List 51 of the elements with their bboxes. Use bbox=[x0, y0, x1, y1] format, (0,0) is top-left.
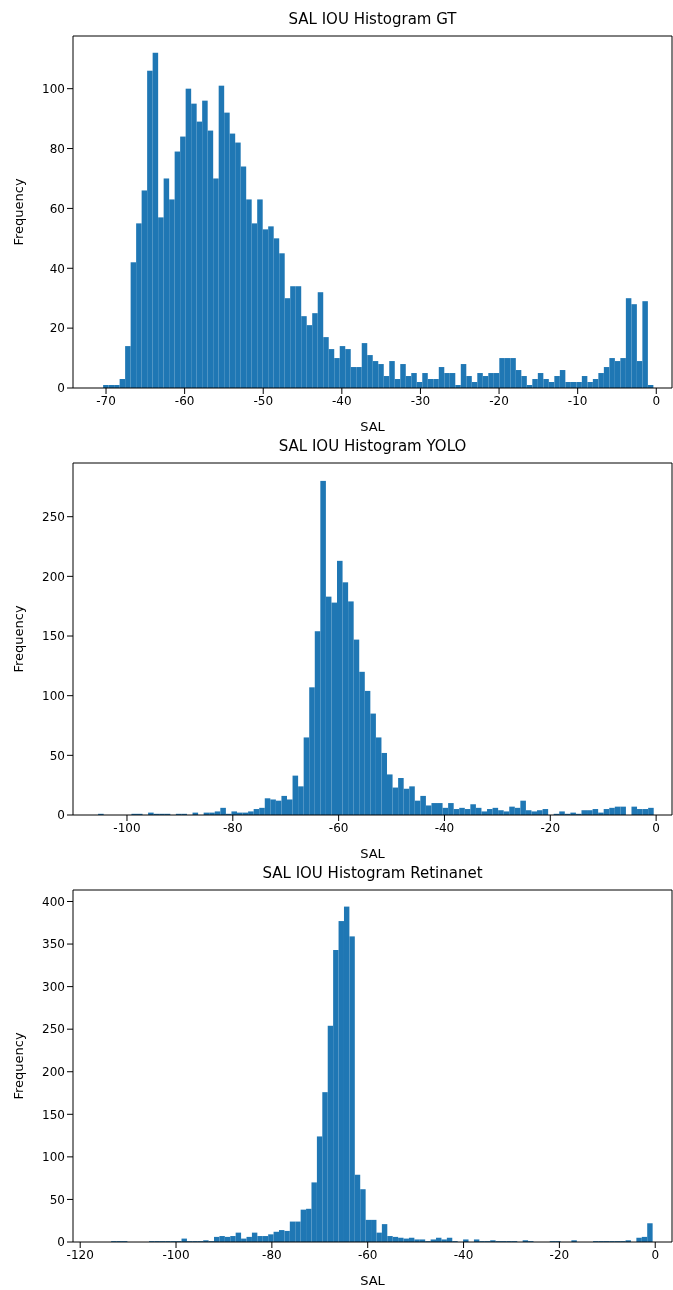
y-axis-title: Frequency bbox=[10, 178, 26, 246]
y-tick-label: 60 bbox=[49, 201, 65, 216]
x-tick-label: -100 bbox=[113, 820, 141, 835]
x-tick-label: -40 bbox=[434, 820, 455, 835]
x-tick-label: -100 bbox=[162, 1247, 190, 1262]
y-tick-label: 50 bbox=[49, 1192, 65, 1207]
x-tick-label: -10 bbox=[567, 393, 588, 408]
x-tick-label: 0 bbox=[652, 393, 661, 408]
y-tick-label: 150 bbox=[42, 1107, 65, 1122]
chart-title: SAL IOU Histogram Retinanet bbox=[261, 863, 484, 884]
y-tick-label: 20 bbox=[49, 321, 65, 336]
chart-title: SAL IOU Histogram YOLO bbox=[277, 436, 468, 457]
x-axis-title: SAL bbox=[360, 1273, 386, 1288]
x-tick-label: -30 bbox=[410, 393, 431, 408]
y-axis-title: Frequency bbox=[10, 605, 26, 673]
y-tick-label: 100 bbox=[42, 688, 65, 703]
x-tick-label: -20 bbox=[549, 1247, 570, 1262]
y-tick-label: 50 bbox=[49, 748, 65, 763]
y-tick-label: 400 bbox=[42, 894, 65, 909]
y-tick-label: 100 bbox=[42, 81, 65, 96]
y-tick-label: 250 bbox=[42, 1022, 65, 1037]
x-tick-label: -80 bbox=[223, 820, 243, 835]
y-tick-label: 250 bbox=[42, 509, 65, 524]
x-tick-label: -40 bbox=[332, 393, 352, 408]
x-tick-label: 0 bbox=[652, 820, 660, 835]
x-tick-label: -80 bbox=[262, 1247, 282, 1262]
y-tick-label: 40 bbox=[49, 261, 65, 276]
y-axis-title: Frequency bbox=[10, 1032, 26, 1100]
x-tick-label: -20 bbox=[489, 393, 509, 408]
x-tick-label: -120 bbox=[66, 1247, 94, 1262]
x-axis-title: SAL bbox=[360, 846, 386, 861]
x-tick-label: 0 bbox=[651, 1247, 660, 1262]
x-tick-label: -60 bbox=[357, 1247, 378, 1262]
x-tick-label: -50 bbox=[253, 393, 274, 408]
x-tick-label: -40 bbox=[453, 1247, 474, 1262]
y-tick-label: 80 bbox=[49, 141, 65, 156]
y-tick-label: 200 bbox=[42, 569, 65, 584]
y-tick-label: 0 bbox=[57, 1235, 65, 1250]
y-tick-label: 300 bbox=[42, 979, 65, 994]
x-tick-label: -70 bbox=[96, 393, 116, 408]
y-tick-label: 100 bbox=[42, 1150, 65, 1165]
chart-title: SAL IOU Histogram GT bbox=[287, 9, 458, 30]
y-tick-label: 150 bbox=[42, 629, 65, 644]
x-tick-label: -60 bbox=[174, 393, 195, 408]
y-tick-label: 0 bbox=[57, 808, 65, 823]
x-tick-label: -20 bbox=[540, 820, 561, 835]
y-tick-label: 200 bbox=[42, 1065, 65, 1080]
y-tick-label: 0 bbox=[57, 381, 65, 396]
x-tick-label: -60 bbox=[328, 820, 349, 835]
x-axis-title: SAL bbox=[360, 419, 386, 434]
y-tick-label: 350 bbox=[42, 937, 65, 952]
